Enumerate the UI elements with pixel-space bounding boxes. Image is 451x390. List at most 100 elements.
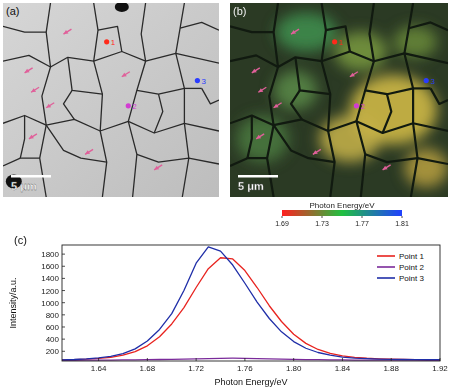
y-tick-label: 1600 (41, 262, 59, 271)
arrow-head (258, 88, 263, 92)
scale-bar (11, 175, 51, 178)
colorbar-label: Photon Energy/eV (310, 201, 376, 210)
arrow-shaft (122, 72, 130, 77)
arrow-shaft (154, 165, 162, 170)
x-tick-label: 1.84 (335, 364, 351, 373)
point-label: 3 (201, 77, 206, 86)
grain-boundary (365, 154, 448, 164)
colorbar-tick-label: 1.69 (275, 220, 289, 227)
panel-label: (a) (6, 5, 19, 17)
arrow-shaft (256, 134, 264, 139)
plot-frame (62, 245, 440, 361)
x-tick-label: 1.80 (286, 364, 302, 373)
lines (62, 247, 440, 361)
pl-blob (404, 149, 448, 188)
arrow-head (313, 150, 318, 154)
point-marker (332, 39, 337, 44)
x-tick-label: 1.76 (237, 364, 253, 373)
x-tick (98, 358, 99, 361)
grain-boundary (413, 87, 431, 89)
arrow-shaft (46, 103, 54, 108)
grain-boundary (202, 88, 219, 104)
legend-swatch (377, 266, 395, 268)
arrow-shaft (29, 134, 37, 139)
grain-boundary (128, 3, 145, 197)
grain-boundary (230, 116, 448, 134)
y-tick (62, 266, 65, 267)
grain-boundary (3, 158, 40, 166)
pore (115, 3, 129, 12)
pl-blob (394, 26, 438, 57)
grain-boundary (365, 88, 413, 94)
colorbar-tick (282, 216, 283, 218)
pl-blob (237, 116, 289, 163)
grain-boundary (180, 22, 219, 30)
x-tick-label: 1.88 (383, 364, 399, 373)
legend-label: Point 1 (399, 252, 424, 261)
grain-boundary (326, 26, 350, 51)
y-tick (62, 302, 65, 303)
grain-boundary (137, 154, 219, 164)
image-background (230, 3, 448, 197)
arrow-head (252, 69, 257, 73)
y-tick-label: 800 (46, 311, 60, 320)
grain-boundary (137, 88, 185, 94)
arrow-shaft (63, 29, 71, 34)
arrow-shaft (350, 72, 358, 77)
grain-boundary (94, 3, 107, 197)
grain-boundary (68, 57, 103, 94)
legend-label: Point 2 (399, 263, 424, 272)
y-tick-label: 600 (46, 323, 60, 332)
x-tick (342, 358, 343, 361)
grain-boundary (3, 26, 46, 32)
scale-bar (238, 175, 278, 178)
y-tick (62, 278, 65, 279)
arrow-head (63, 30, 68, 34)
pl-blob (335, 32, 387, 71)
grain-boundary (383, 94, 392, 133)
x-tick-label: 1.72 (188, 364, 204, 373)
x-tick-label: 1.64 (91, 364, 107, 373)
figure: 123(a)5 μm123(b)5 μmPhoton Energy/eV1.69… (0, 0, 451, 390)
y-tick-label: 1400 (41, 274, 59, 283)
legend: Point 1Point 2Point 3 (374, 249, 436, 286)
panel-label: (c) (14, 234, 27, 246)
sem-image (3, 3, 219, 197)
grain-boundary (3, 52, 219, 68)
point-marker (104, 39, 109, 44)
arrow-head (350, 73, 355, 77)
legend-swatch (377, 277, 395, 279)
arrow-head (122, 73, 127, 77)
grain-boundary (409, 22, 448, 30)
grain-boundary (64, 90, 75, 119)
pl-map-image (230, 3, 448, 197)
x-tick-label: 1.68 (140, 364, 156, 373)
x-tick (440, 358, 441, 361)
y-tick-label: 200 (46, 347, 60, 356)
grain-boundary (274, 125, 335, 162)
colorbar-tick (322, 216, 323, 218)
point-label: 1 (339, 38, 344, 47)
arrow-head (46, 104, 51, 108)
arrow-shaft (252, 68, 260, 73)
panel-label: (b) (233, 5, 246, 17)
arrow-head (291, 30, 296, 34)
arrow-shaft (291, 29, 299, 34)
y-tick (62, 254, 65, 255)
y-tick-label: 400 (46, 335, 60, 344)
colorbar-tick (402, 216, 403, 218)
point-marker (354, 103, 359, 108)
y-axis-label: Intensity/a.u. (8, 277, 18, 328)
grain-boundary (98, 26, 122, 51)
colorbar-tick (362, 216, 363, 218)
grain-boundary (356, 3, 374, 197)
pl-blob (274, 71, 318, 110)
series-line (62, 247, 440, 360)
point-label: 2 (132, 102, 137, 111)
arrow-head (274, 104, 279, 108)
arrow-shaft (274, 103, 282, 108)
grain-boundary (3, 116, 219, 134)
point-label: 3 (430, 77, 435, 86)
arrow-shaft (383, 165, 391, 170)
x-tick (196, 358, 197, 361)
